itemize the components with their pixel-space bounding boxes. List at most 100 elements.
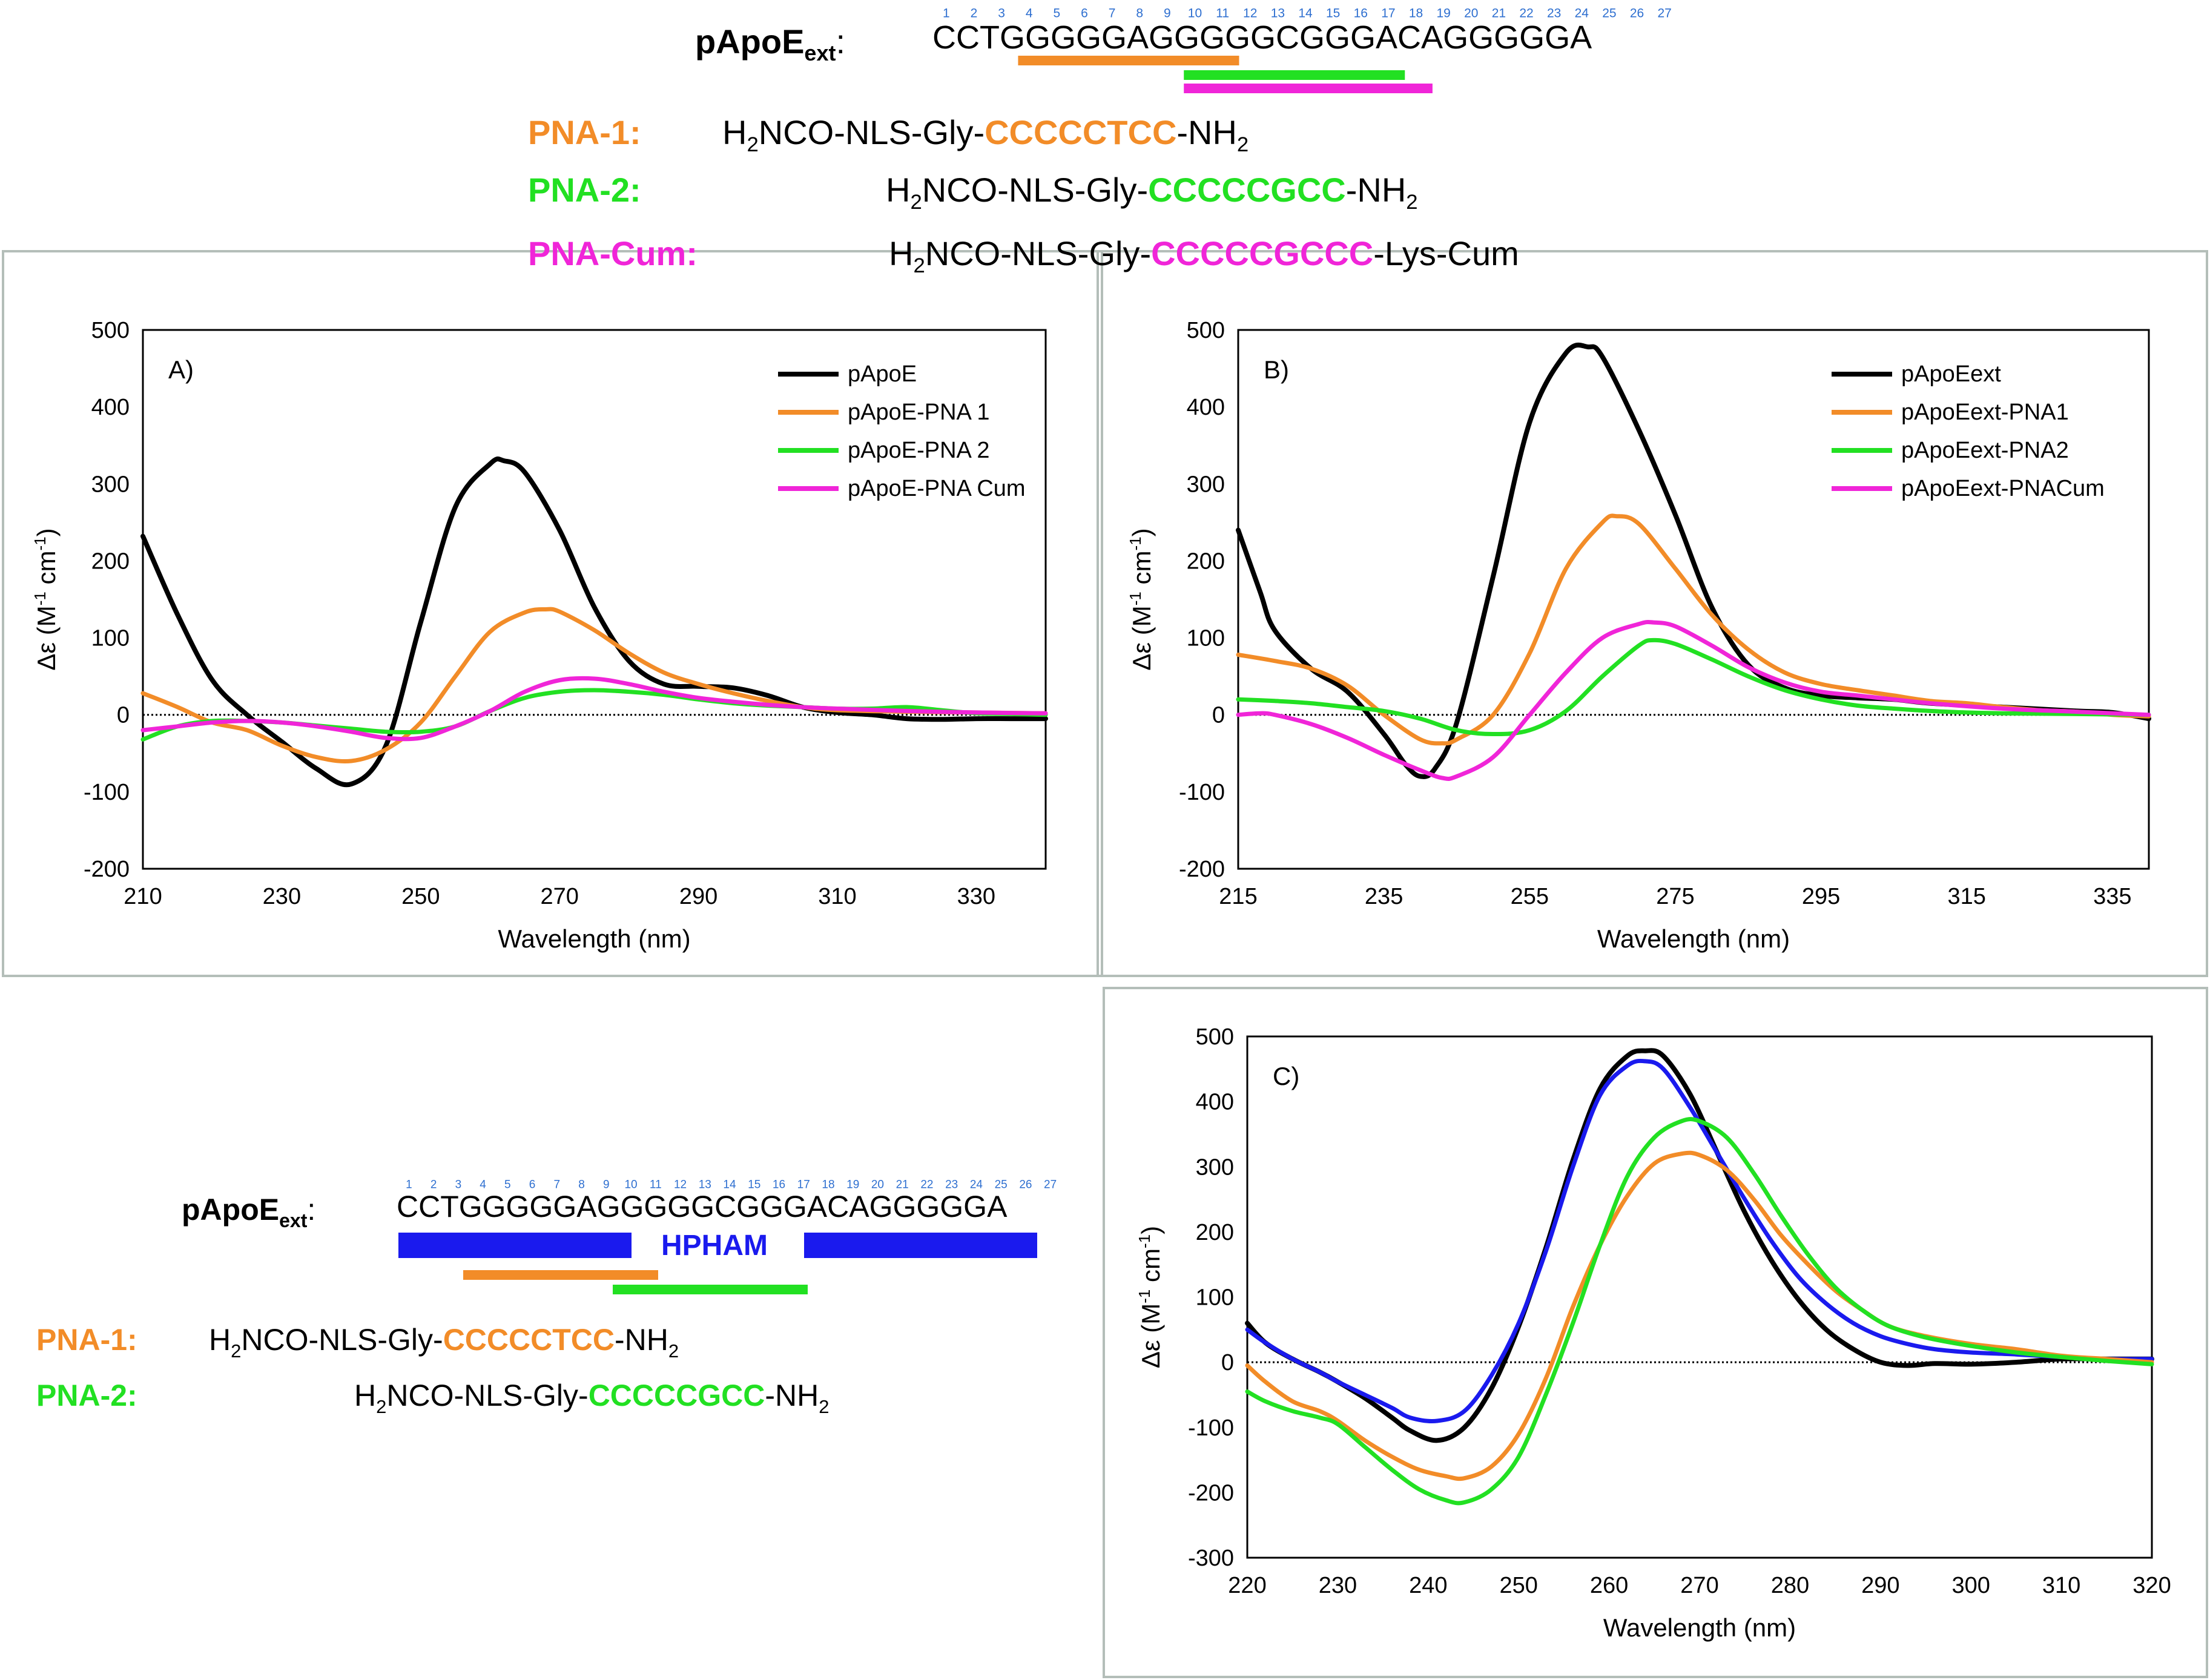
panel-label: B) bbox=[1264, 355, 1289, 384]
x-tick-label: 215 bbox=[1219, 884, 1257, 909]
pna-formula: H2NCO-NLS-Gly-CCCCCTCC-NH2 bbox=[722, 113, 1248, 156]
position-number: 14 bbox=[1298, 7, 1313, 21]
y-label-text: cm bbox=[1136, 1248, 1165, 1290]
series-line-4 bbox=[140, 676, 1048, 742]
y-tick-label: 100 bbox=[91, 626, 130, 651]
sequence-label-main: pApoE bbox=[695, 22, 804, 61]
position-number: 26 bbox=[1019, 1179, 1032, 1191]
y-axis-label: Δε (M-1 cm-1) bbox=[1135, 1226, 1165, 1368]
formula-text: NCO-NLS-Gly- bbox=[759, 113, 985, 151]
position-number: 8 bbox=[1136, 7, 1143, 21]
position-number: 22 bbox=[920, 1179, 933, 1191]
y-label-sup: -1 bbox=[31, 591, 49, 605]
series-line-4 bbox=[1236, 620, 2151, 781]
position-number: 10 bbox=[624, 1179, 637, 1191]
x-tick-label: 335 bbox=[2093, 884, 2131, 909]
pna-sequence: CCCCCGCC bbox=[589, 1379, 765, 1412]
y-tick-label: -100 bbox=[1179, 780, 1225, 805]
y-label-sup: -1 bbox=[31, 536, 49, 550]
position-number: 19 bbox=[846, 1179, 859, 1191]
position-number: 20 bbox=[1464, 7, 1478, 21]
sequence-label-colon: : bbox=[836, 22, 845, 61]
formula-text: NCO-NLS-Gly- bbox=[386, 1379, 588, 1412]
chart-frame bbox=[1103, 987, 2208, 1678]
y-label-text: Δε (M bbox=[32, 605, 61, 670]
position-number: 21 bbox=[896, 1179, 909, 1191]
x-tick-label: 310 bbox=[2042, 1573, 2080, 1598]
pna-name: PNA-Cum: bbox=[528, 234, 698, 272]
hpham-bar-right bbox=[804, 1233, 1037, 1258]
formula-subscript: 2 bbox=[1406, 191, 1417, 214]
sequence-label-sub: ext bbox=[804, 41, 836, 65]
y-tick-label: -300 bbox=[1188, 1546, 1234, 1571]
position-number: 17 bbox=[1381, 7, 1395, 21]
sequence-label-colon: : bbox=[307, 1193, 315, 1227]
x-tick-label: 330 bbox=[957, 884, 995, 909]
position-number: 15 bbox=[1326, 7, 1340, 21]
legend-label: pApoEext-PNA2 bbox=[1901, 438, 2069, 463]
x-tick-label: 290 bbox=[1861, 1573, 1899, 1598]
position-number: 2 bbox=[430, 1179, 437, 1191]
legend-label: pApoEext bbox=[1901, 361, 2001, 387]
position-number: 23 bbox=[1547, 7, 1561, 21]
sequence-label-sub: ext bbox=[279, 1210, 308, 1231]
pna-sequence: CCCCCGCCC bbox=[1151, 234, 1373, 272]
formula-subscript: 2 bbox=[376, 1396, 386, 1417]
position-number: 4 bbox=[1026, 7, 1033, 21]
y-tick-label: 100 bbox=[1187, 626, 1225, 651]
position-number: 24 bbox=[970, 1179, 983, 1191]
plot-area-border bbox=[1246, 1035, 2153, 1559]
formula-subscript: 2 bbox=[910, 191, 922, 214]
chart-a: -200 -100 0 100 200 300 400 500 210 230 250 270 290 3… bbox=[2, 250, 1103, 977]
formula-subscript: 2 bbox=[1237, 133, 1248, 156]
legend-label: pApoEext-PNA1 bbox=[1901, 400, 2069, 425]
pna1-binding-bar bbox=[1018, 56, 1239, 65]
legend-label: pApoE-PNA 2 bbox=[848, 438, 989, 463]
formula-text: -NH bbox=[1176, 113, 1237, 151]
position-number: 7 bbox=[1109, 7, 1116, 21]
hpham-bar-left bbox=[398, 1233, 632, 1258]
y-label-text: cm bbox=[32, 550, 61, 591]
position-number: 24 bbox=[1575, 7, 1589, 21]
x-tick-label: 270 bbox=[1680, 1573, 1718, 1598]
position-number: 25 bbox=[1602, 7, 1616, 21]
formula-subscript: 2 bbox=[231, 1340, 241, 1362]
y-tick-label: -200 bbox=[1179, 857, 1225, 882]
legend-label: pApoE bbox=[848, 361, 917, 387]
y-label-text: ) bbox=[1127, 528, 1156, 536]
plot-area-border bbox=[142, 329, 1047, 870]
x-tick-label: 240 bbox=[1409, 1573, 1447, 1598]
position-number: 2 bbox=[971, 7, 978, 21]
x-tick-label: 320 bbox=[2132, 1573, 2171, 1598]
y-label-text: Δε (M bbox=[1127, 605, 1156, 670]
position-number: 19 bbox=[1436, 7, 1450, 21]
panel-label: A) bbox=[168, 355, 194, 384]
y-label-sup: -1 bbox=[1126, 536, 1144, 550]
pna2-binding-bar bbox=[1184, 70, 1405, 80]
position-number: 25 bbox=[995, 1179, 1008, 1191]
pna-sequence: CCCCCTCC bbox=[985, 113, 1176, 151]
x-axis-label: Wavelength (nm) bbox=[1597, 924, 1790, 953]
x-tick-label: 250 bbox=[401, 884, 440, 909]
pna-name: PNA-1: bbox=[36, 1323, 137, 1357]
series-line-3 bbox=[1245, 1150, 2154, 1481]
formula-text: -Lys-Cum bbox=[1373, 234, 1519, 272]
pnacum-binding-bar bbox=[1184, 84, 1433, 93]
position-number: 26 bbox=[1630, 7, 1644, 21]
y-tick-label: 400 bbox=[91, 395, 130, 420]
formula-subscript: 2 bbox=[668, 1340, 679, 1362]
series-line-1 bbox=[140, 456, 1048, 788]
pna-formula: H2NCO-NLS-Gly-CCCCCGCC-NH2 bbox=[886, 171, 1418, 214]
dna-sequence: CCTGGGGGAGGGGGCGGGACAGGGGGA bbox=[932, 19, 1592, 56]
panel-label: C) bbox=[1273, 1062, 1299, 1090]
y-tick-label: 200 bbox=[1196, 1220, 1234, 1245]
x-axis-label: Wavelength (nm) bbox=[1603, 1613, 1796, 1642]
y-tick-label: 400 bbox=[1196, 1090, 1234, 1115]
y-tick-label: -100 bbox=[84, 780, 130, 805]
position-number: 16 bbox=[773, 1179, 785, 1191]
position-number: 18 bbox=[1409, 7, 1423, 21]
x-tick-label: 275 bbox=[1656, 884, 1694, 909]
sequence-label: pApoEext: bbox=[695, 22, 845, 65]
x-tick-label: 230 bbox=[1319, 1573, 1357, 1598]
position-number: 9 bbox=[1164, 7, 1171, 21]
